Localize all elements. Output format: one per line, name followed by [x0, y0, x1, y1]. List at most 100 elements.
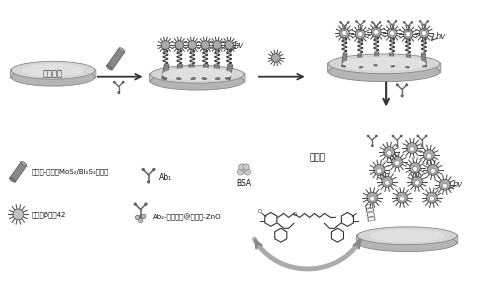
Circle shape [213, 41, 222, 49]
Circle shape [374, 165, 384, 175]
Circle shape [144, 203, 147, 205]
Circle shape [142, 214, 146, 219]
Circle shape [122, 81, 124, 83]
Circle shape [244, 169, 251, 175]
Text: 姜黄素: 姜黄素 [310, 154, 326, 162]
Bar [176, 64, 183, 79]
Circle shape [363, 20, 365, 22]
Circle shape [239, 164, 245, 170]
Circle shape [340, 21, 341, 23]
Ellipse shape [191, 78, 196, 80]
Ellipse shape [162, 77, 167, 80]
Circle shape [161, 41, 170, 49]
Circle shape [379, 21, 381, 23]
Circle shape [377, 168, 382, 173]
Bar [342, 53, 347, 67]
Text: 鲁米诺-金杂化MoS₂/Bi₂S₃纳米棒: 鲁米诺-金杂化MoS₂/Bi₂S₃纳米棒 [31, 169, 109, 175]
Circle shape [374, 30, 379, 35]
Text: 能量转移: 能量转移 [363, 203, 375, 222]
Circle shape [375, 30, 377, 32]
Text: hv: hv [436, 32, 446, 41]
Ellipse shape [22, 64, 85, 77]
Ellipse shape [357, 227, 457, 245]
Text: BSA: BSA [236, 179, 252, 188]
Circle shape [367, 135, 369, 137]
Ellipse shape [151, 65, 244, 83]
Circle shape [414, 180, 419, 185]
Circle shape [384, 180, 390, 185]
Circle shape [424, 150, 434, 161]
Circle shape [426, 192, 438, 203]
Circle shape [241, 165, 247, 172]
Circle shape [147, 181, 150, 183]
Ellipse shape [215, 78, 220, 80]
Circle shape [410, 162, 421, 173]
Circle shape [425, 135, 427, 137]
Circle shape [139, 215, 142, 218]
Ellipse shape [214, 64, 219, 66]
Ellipse shape [189, 64, 194, 66]
Text: hv: hv [234, 41, 244, 50]
Ellipse shape [359, 66, 363, 68]
Circle shape [371, 145, 373, 147]
Ellipse shape [106, 65, 113, 70]
FancyBboxPatch shape [150, 73, 245, 82]
Circle shape [419, 20, 421, 22]
Ellipse shape [389, 52, 394, 54]
Circle shape [271, 53, 280, 62]
Circle shape [430, 168, 435, 173]
Ellipse shape [11, 61, 95, 79]
Circle shape [392, 135, 394, 137]
Circle shape [134, 203, 137, 205]
Circle shape [13, 209, 24, 220]
Ellipse shape [328, 54, 440, 74]
Circle shape [142, 168, 144, 171]
Text: hv: hv [453, 180, 463, 189]
Bar [389, 53, 395, 67]
Circle shape [412, 176, 423, 187]
Circle shape [400, 135, 402, 137]
Circle shape [397, 192, 408, 203]
Ellipse shape [343, 52, 347, 54]
Circle shape [421, 145, 423, 147]
Circle shape [391, 29, 393, 31]
Circle shape [442, 183, 447, 188]
Circle shape [410, 146, 414, 152]
Bar [373, 52, 379, 65]
Circle shape [342, 31, 347, 36]
Text: 玻碳电极: 玻碳电极 [43, 69, 63, 78]
Ellipse shape [151, 72, 244, 90]
Circle shape [117, 91, 120, 94]
Circle shape [399, 196, 405, 201]
Ellipse shape [162, 68, 232, 81]
Bar [405, 54, 411, 68]
Bar [189, 64, 196, 79]
Circle shape [340, 28, 349, 38]
Circle shape [382, 176, 393, 187]
Bar [202, 64, 209, 79]
Circle shape [395, 161, 399, 165]
Text: Ab₁: Ab₁ [158, 173, 171, 182]
Text: Ab₂-聚多巴胺@姜黄素-ZnO: Ab₂-聚多巴胺@姜黄素-ZnO [153, 214, 221, 221]
Bar [162, 64, 169, 79]
Circle shape [407, 142, 417, 154]
Bar [357, 54, 363, 68]
Circle shape [426, 154, 431, 158]
Circle shape [406, 32, 411, 37]
Text: O: O [293, 212, 297, 217]
Bar [107, 48, 125, 70]
Ellipse shape [202, 78, 207, 80]
Circle shape [355, 20, 357, 22]
Ellipse shape [370, 229, 444, 243]
Circle shape [403, 21, 405, 23]
Circle shape [347, 21, 349, 23]
FancyBboxPatch shape [10, 69, 96, 78]
Ellipse shape [375, 52, 379, 53]
Bar [214, 64, 220, 79]
Circle shape [390, 31, 395, 36]
Circle shape [396, 145, 398, 147]
Ellipse shape [177, 64, 183, 66]
Circle shape [359, 29, 361, 31]
Circle shape [411, 21, 413, 23]
Circle shape [188, 41, 197, 49]
